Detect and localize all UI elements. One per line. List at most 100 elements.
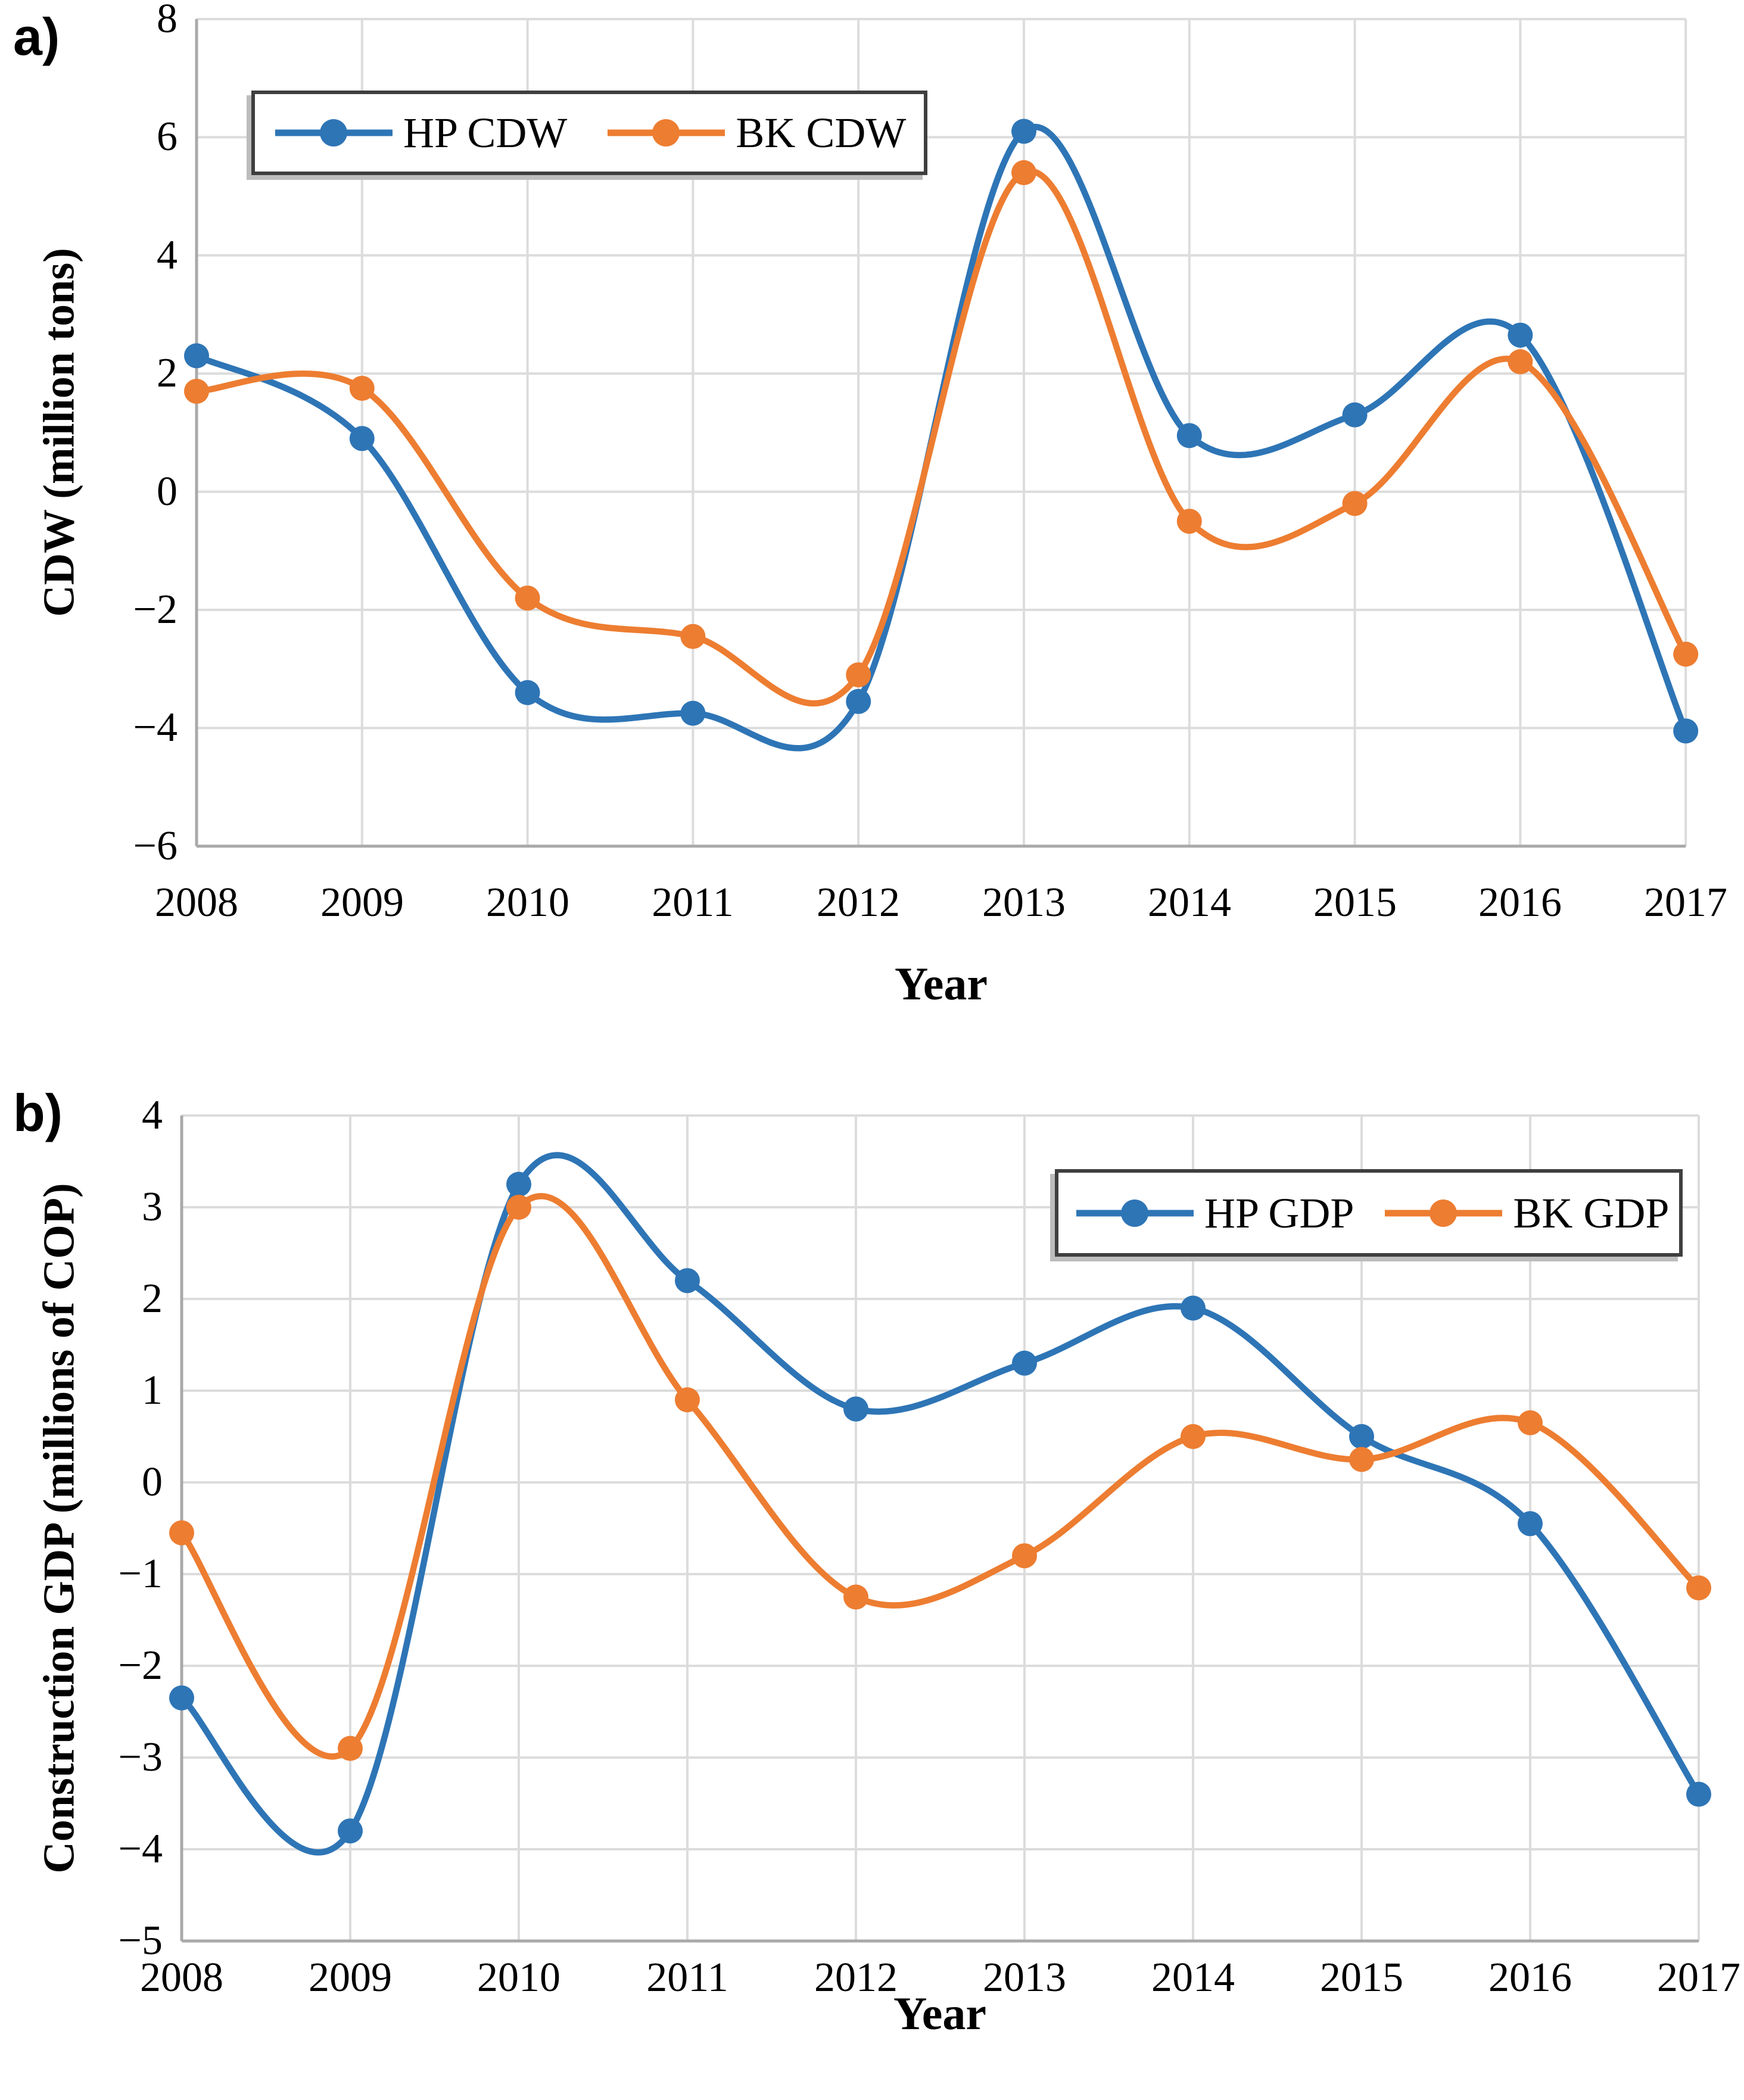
bk-gdp-point-2014 xyxy=(1181,1424,1206,1449)
x-tick-label: 2010 xyxy=(486,879,569,926)
bk-cdw-point-2009 xyxy=(349,376,375,401)
x-tick-label: 2010 xyxy=(477,1955,560,2001)
x-tick-label: 2013 xyxy=(982,879,1066,926)
y-tick-label: 8 xyxy=(157,0,177,42)
gdp-x-axis-title: Year xyxy=(893,1987,986,2039)
axis-lines xyxy=(195,19,1686,848)
cdw-legend: HP CDW BK CDW xyxy=(251,91,927,175)
x-tick-label: 2014 xyxy=(1148,879,1231,926)
cdw-y-axis-title: CDW (million tons) xyxy=(35,248,84,617)
x-tick-label: 2011 xyxy=(652,879,734,926)
bk-line-marker-icon xyxy=(608,119,725,147)
bk-gdp-point-2012 xyxy=(843,1584,868,1610)
x-tick-label: 2012 xyxy=(817,879,900,926)
x-tick-label: 2015 xyxy=(1320,1955,1403,2001)
x-tick-label: 2009 xyxy=(309,1955,392,2001)
bk-cdw-line xyxy=(193,168,1689,707)
bk-cdw-point-2012 xyxy=(846,662,871,688)
x-tick-label: 2012 xyxy=(814,1955,898,2001)
hp-gdp-point-2009 xyxy=(338,1818,363,1844)
hp-line-marker-icon xyxy=(1076,1199,1194,1227)
hp-gdp-point-2013 xyxy=(1012,1350,1037,1376)
bk-gdp-point-2008 xyxy=(169,1520,194,1546)
hp-cdw-point-2011 xyxy=(680,700,706,726)
bk-gdp-point-2013 xyxy=(1012,1543,1037,1569)
x-tick-label: 2015 xyxy=(1313,879,1397,926)
bk-cdw-point-2015 xyxy=(1342,491,1368,516)
legend-label-bk-cdw: BK CDW xyxy=(736,109,907,157)
legend-entry-hp-gdp: HP GDP xyxy=(1074,1191,1354,1235)
x-tick-label: 2016 xyxy=(1488,1955,1572,2001)
x-tick-label: 2017 xyxy=(1657,1955,1740,2001)
hp-cdw-point-2012 xyxy=(846,688,871,714)
x-tick-label: 2017 xyxy=(1644,879,1727,926)
bk-cdw-point-2014 xyxy=(1176,509,1202,534)
y-tick-label: 6 xyxy=(157,114,177,160)
y-tick-label: −1 xyxy=(118,1551,163,1597)
hp-cdw-point-2016 xyxy=(1508,322,1533,348)
panel-b: b) Construction GDP (millions of COP) Ye… xyxy=(0,1050,1744,2100)
bk-cdw-point-2013 xyxy=(1011,160,1036,185)
legend-entry-hp-cdw: HP CDW xyxy=(273,111,567,155)
x-tick-label: 2016 xyxy=(1478,879,1562,926)
bk-gdp-line xyxy=(178,1193,1702,1760)
hp-gdp-point-2015 xyxy=(1349,1424,1374,1449)
legend-entry-bk-gdp: BK GDP xyxy=(1382,1191,1669,1235)
hp-line-marker-icon xyxy=(275,119,393,147)
gdp-legend: HP GDP BK GDP xyxy=(1055,1169,1683,1257)
bk-cdw-point-2010 xyxy=(515,585,540,611)
legend-label-hp-gdp: HP GDP xyxy=(1204,1189,1354,1237)
gdp-y-axis-title: Construction GDP (millions of COP) xyxy=(35,1183,84,1874)
x-tick-label: 2009 xyxy=(320,879,404,926)
bk-gdp-point-2017 xyxy=(1686,1575,1711,1601)
hp-gdp-point-2016 xyxy=(1518,1511,1543,1537)
y-tick-label: 2 xyxy=(142,1276,163,1322)
legend-entry-bk-cdw: BK CDW xyxy=(605,111,906,155)
x-tick-label: 2013 xyxy=(983,1955,1066,2001)
hp-gdp-point-2012 xyxy=(843,1396,868,1422)
bk-cdw-point-2017 xyxy=(1673,641,1699,667)
bk-gdp-point-2016 xyxy=(1518,1410,1543,1435)
x-tick-label: 2008 xyxy=(155,879,238,926)
y-tick-label: −3 xyxy=(118,1734,163,1780)
hp-cdw-point-2014 xyxy=(1176,423,1202,448)
hp-cdw-point-2010 xyxy=(515,680,540,705)
y-tick-label: 4 xyxy=(157,232,177,278)
x-tick-label: 2014 xyxy=(1151,1955,1235,2001)
y-tick-label: −2 xyxy=(118,1643,163,1688)
legend-label-hp-cdw: HP CDW xyxy=(403,109,568,157)
hp-cdw-point-2013 xyxy=(1011,119,1036,144)
y-tick-label: −4 xyxy=(118,1826,163,1872)
bk-gdp-point-2009 xyxy=(338,1736,363,1761)
bk-gdp-point-2015 xyxy=(1349,1447,1374,1472)
bk-cdw-point-2011 xyxy=(680,624,706,649)
hp-cdw-point-2009 xyxy=(349,426,375,451)
panel-a-label: a) xyxy=(13,7,60,66)
y-tick-label: 3 xyxy=(142,1184,163,1230)
y-tick-label: 2 xyxy=(157,350,177,396)
hp-cdw-point-2017 xyxy=(1673,718,1699,744)
cdw-x-axis-title: Year xyxy=(895,958,988,1010)
bk-gdp-point-2010 xyxy=(506,1195,531,1220)
legend-label-bk-gdp: BK GDP xyxy=(1513,1189,1670,1237)
hp-cdw-point-2008 xyxy=(184,343,209,369)
x-tick-label: 2011 xyxy=(646,1955,728,2001)
y-tick-label: −6 xyxy=(133,823,177,869)
hp-cdw-point-2015 xyxy=(1342,402,1368,428)
hp-gdp-point-2014 xyxy=(1181,1295,1206,1321)
hp-gdp-point-2008 xyxy=(169,1685,194,1710)
panel-a: a) CDW (million tons) Year HP CDW BK CDW… xyxy=(13,0,1727,1010)
panel-b-label: b) xyxy=(13,1083,63,1142)
y-tick-label: −2 xyxy=(133,587,177,633)
hp-gdp-point-2010 xyxy=(506,1171,531,1197)
gdp-chart-canvas xyxy=(169,1114,1711,1943)
x-tick-label: 2008 xyxy=(140,1955,223,2001)
hp-gdp-line xyxy=(178,1152,1702,1856)
y-tick-label: 0 xyxy=(157,469,177,515)
y-tick-label: −5 xyxy=(118,1918,163,1964)
y-tick-label: 4 xyxy=(142,1092,163,1138)
y-tick-label: −4 xyxy=(133,705,177,750)
hp-gdp-point-2017 xyxy=(1686,1781,1711,1807)
hp-gdp-point-2011 xyxy=(675,1268,700,1294)
